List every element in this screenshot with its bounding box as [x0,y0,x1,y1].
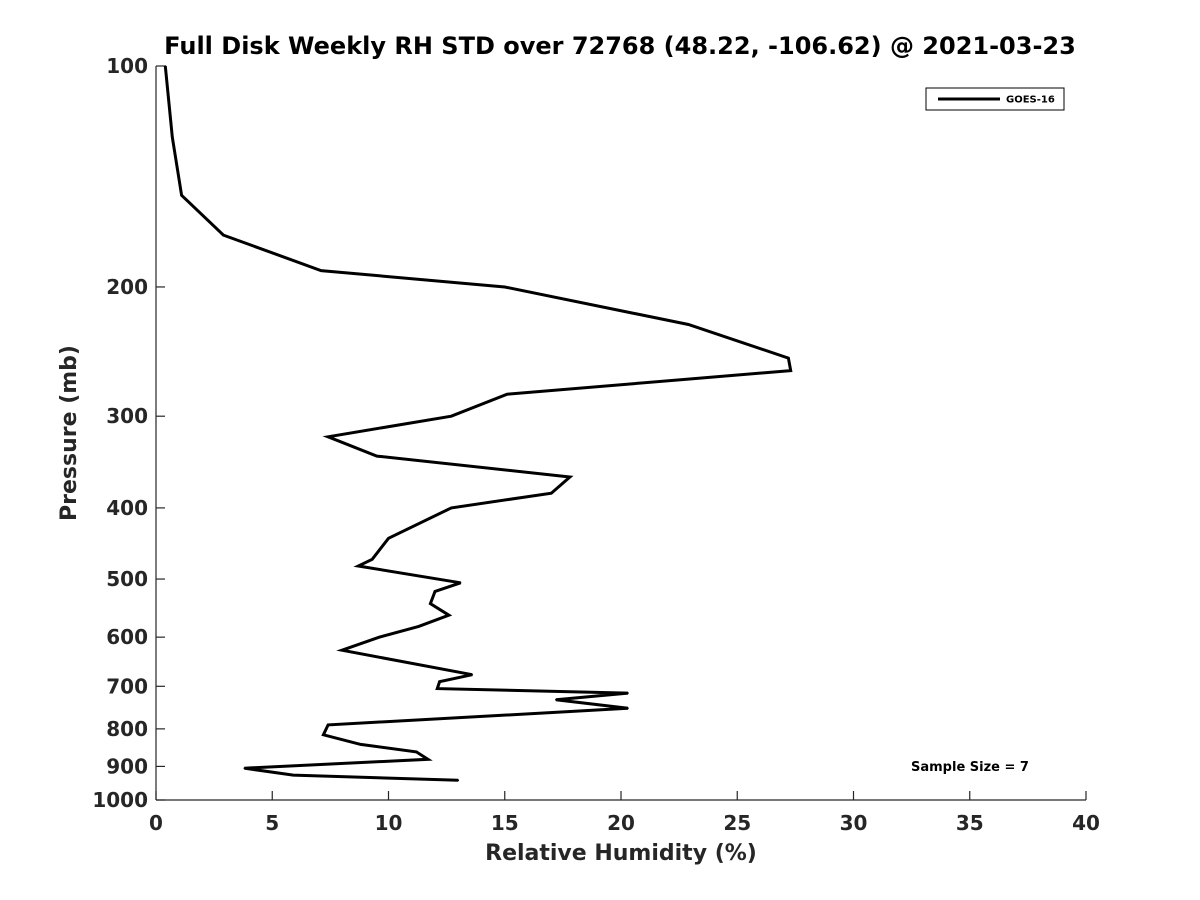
data-point [222,234,225,236]
x-tick-label: 40 [1072,811,1100,835]
data-point [371,558,374,561]
data-point [569,476,571,478]
y-tick-label: 200 [106,275,148,299]
x-tick-label: 0 [149,811,163,835]
data-point [327,436,329,438]
data-point [171,136,174,138]
axes [155,66,1086,801]
data-point [787,357,790,359]
series-line-goes-16 [163,65,793,782]
y-tick-label: 800 [106,717,148,741]
data-point [450,415,453,418]
data-point [327,724,329,726]
chart-title: Full Disk Weekly RH STD over 72768 (48.2… [164,32,1076,60]
data-point [627,707,629,710]
x-tick-label: 20 [607,811,635,835]
data-point [415,751,418,753]
y-tick-label: 500 [106,567,148,591]
legend-label-goes-16: GOES-16 [1006,95,1055,106]
data-point [164,65,167,67]
y-tick-label: 900 [106,754,148,778]
x-tick-label: 15 [491,811,519,835]
sample-size-annotation: Sample Size = 7 [911,760,1029,775]
data-point [457,779,460,782]
data-point [320,269,322,272]
data-point [438,680,441,683]
data-point [459,582,462,584]
x-tick-label: 35 [956,811,984,835]
data-point [550,492,553,495]
data-point [687,323,690,326]
data-point [506,393,508,396]
y-tick-label: 700 [106,674,148,698]
x-tick-label: 10 [375,811,403,835]
x-ticks: 0 5 10 15 20 25 30 35 40 [149,791,1100,835]
data-point [789,369,792,372]
data-point [471,673,474,676]
data-point [427,758,429,761]
data-point [322,734,325,736]
data-point [180,194,183,197]
data-point [292,774,295,776]
data-point [448,614,450,616]
y-tick-label: 600 [106,625,148,649]
data-point [504,286,506,288]
data-point [357,565,360,567]
y-tick-label: 100 [106,54,148,78]
data-point [387,537,390,540]
data-point [450,507,453,509]
data-point [378,636,381,638]
data-point [436,687,439,690]
data-point [376,455,378,457]
x-tick-label: 30 [840,811,868,835]
data-point [243,767,246,769]
data-point [555,698,557,701]
y-ticks: 100 200 300 400 500 600 700 800 900 1000 [92,54,165,812]
y-axis-label: Pressure (mb) [57,345,82,521]
y-tick-label: 1000 [92,788,148,812]
y-tick-label: 400 [106,496,148,520]
y-tick-label: 300 [106,404,148,428]
series-group [163,65,793,782]
data-point [417,625,420,628]
data-point [359,743,362,746]
data-point [434,590,436,593]
x-axis-label: Relative Humidity (%) [485,841,757,866]
legend: GOES-16 [925,87,1065,111]
data-point [341,649,343,651]
x-tick-label: 5 [265,811,279,835]
x-tick-label: 25 [723,811,751,835]
data-point [429,602,432,605]
data-point [627,692,629,694]
